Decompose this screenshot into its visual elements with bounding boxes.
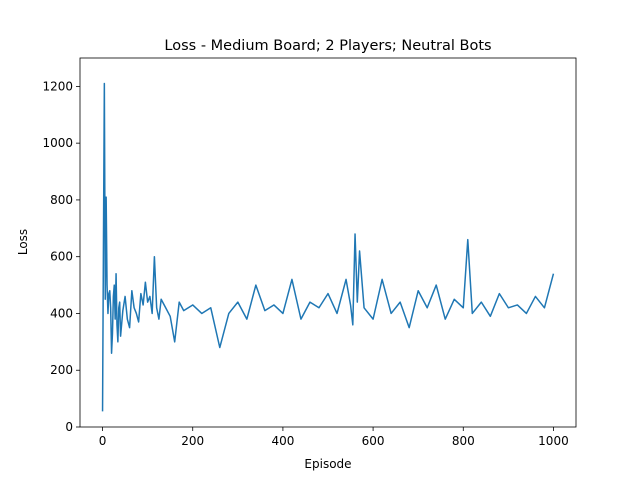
x-axis-label: Episode [304, 457, 351, 471]
y-tick-label: 400 [50, 306, 73, 320]
y-tick-label: 800 [50, 193, 73, 207]
y-tick-label: 200 [50, 363, 73, 377]
y-axis-ticks: 0 200 400 600 800 1000 1200 [42, 79, 80, 434]
y-tick-label: 600 [50, 250, 73, 264]
plot-area [101, 82, 555, 412]
x-tick-label: 600 [362, 434, 385, 448]
y-tick-label: 0 [65, 420, 73, 434]
x-tick-label: 200 [181, 434, 204, 448]
x-axis-ticks: 0 200 400 600 800 1000 [99, 427, 569, 448]
chart-title: Loss - Medium Board; 2 Players; Neutral … [164, 38, 491, 54]
loss-series-line [101, 82, 555, 412]
x-tick-label: 800 [452, 434, 475, 448]
plot-frame [79, 57, 577, 428]
y-tick-label: 1200 [42, 79, 73, 93]
x-tick-label: 400 [271, 434, 294, 448]
y-tick-label: 1000 [42, 136, 73, 150]
y-axis-label: Loss [16, 229, 30, 255]
x-tick-label: 0 [99, 434, 107, 448]
x-tick-label: 1000 [538, 434, 569, 448]
